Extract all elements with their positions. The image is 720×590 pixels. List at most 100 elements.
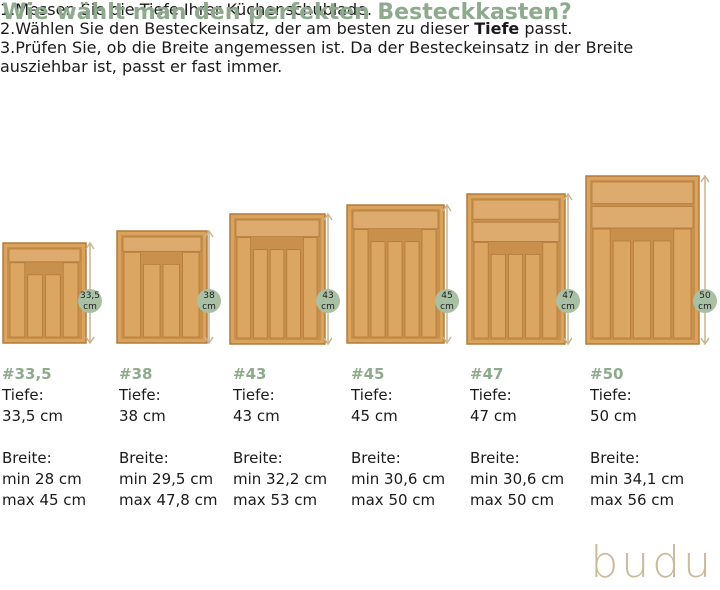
depth-label: Tiefe: bbox=[470, 386, 512, 404]
step-text-part: Wählen Sie den Besteckeinsatz, der am be… bbox=[15, 19, 475, 38]
step: 3.Prüfen Sie, ob die Breite angemessen i… bbox=[0, 38, 720, 76]
badge-unit: cm bbox=[321, 302, 335, 312]
product-code: #38 bbox=[119, 365, 153, 383]
drawer-slot bbox=[404, 241, 420, 338]
drawer-slot bbox=[473, 241, 489, 339]
brand: budu bbox=[590, 537, 714, 588]
drawer-slot bbox=[507, 253, 523, 339]
drawer-slot bbox=[286, 249, 301, 339]
step-text: Messen Sie die Tiefe Ihrer Küchenschubla… bbox=[15, 0, 372, 19]
drawer-compartment bbox=[472, 199, 560, 220]
drawer-slot bbox=[490, 253, 506, 339]
step-number: 3. bbox=[0, 38, 16, 57]
depth-label: Tiefe: bbox=[233, 386, 275, 404]
depth-value: 38 cm bbox=[119, 407, 166, 425]
depth-label: Tiefe: bbox=[351, 386, 393, 404]
depth-label: Tiefe: bbox=[119, 386, 161, 404]
width-min: min 28 cm bbox=[2, 470, 82, 488]
drawer-slot bbox=[542, 241, 558, 339]
drawer-slot bbox=[62, 262, 79, 338]
width-min: min 30,6 cm bbox=[470, 470, 565, 488]
depth-value: 43 cm bbox=[233, 407, 280, 425]
drawer-compartment bbox=[8, 248, 81, 263]
drawer-compartment bbox=[122, 236, 202, 252]
badge-unit: cm bbox=[698, 302, 712, 312]
depth-badge bbox=[197, 289, 221, 313]
drawer-slot bbox=[269, 249, 285, 339]
drawer-slot bbox=[162, 263, 180, 338]
arrow-head bbox=[442, 203, 452, 345]
drawer-compartment bbox=[591, 206, 694, 229]
drawer-slot bbox=[525, 253, 541, 339]
drawer-slot bbox=[421, 229, 437, 338]
badge-unit: cm bbox=[561, 302, 575, 312]
drawer-slot bbox=[123, 251, 141, 338]
arrow-head bbox=[563, 192, 573, 346]
product-code: #33,5 bbox=[2, 365, 52, 383]
product-column: #50 Tiefe: 50 cm Breite: min 34,1 cm max 56 c… bbox=[590, 364, 684, 511]
badge-unit: cm bbox=[440, 302, 454, 312]
product-code: #47 bbox=[470, 365, 504, 383]
depth-badge bbox=[316, 289, 340, 313]
depth-label: Tiefe: bbox=[2, 386, 44, 404]
product-column: #43 Tiefe: 43 cm Breite: min 32,2 cm max 53 c… bbox=[233, 364, 327, 511]
step-text-part: Messen Sie die Tiefe Ihrer Küchenschubla… bbox=[15, 0, 373, 19]
drawer-slot bbox=[253, 249, 268, 339]
drawer-slot bbox=[45, 274, 61, 338]
drawer-slot bbox=[302, 237, 318, 339]
drawer-compartment bbox=[352, 210, 439, 230]
depth-value: 47 cm bbox=[470, 407, 517, 425]
drawer-slot bbox=[353, 229, 369, 338]
width-max: max 45 cm bbox=[2, 491, 87, 509]
arrow-head bbox=[700, 174, 710, 346]
product-column: #33,5 Tiefe: 33,5 cm Breite: min 28 cm max 45… bbox=[2, 364, 86, 511]
drawer-slot bbox=[370, 241, 386, 338]
arrow-head bbox=[323, 212, 333, 346]
badge-unit: cm bbox=[202, 302, 216, 312]
badge-value: 43 bbox=[322, 291, 333, 301]
width-max: max 47,8 cm bbox=[119, 491, 218, 509]
product-column: #38 Tiefe: 38 cm Breite: min 29,5 cm max 47,8… bbox=[119, 364, 217, 511]
product-code: #45 bbox=[351, 365, 385, 383]
width-max: max 56 cm bbox=[590, 491, 675, 509]
width-label: Breite: bbox=[119, 449, 169, 467]
width-label: Breite: bbox=[233, 449, 283, 467]
arrow-head bbox=[85, 241, 95, 345]
width-min: min 32,2 cm bbox=[233, 470, 328, 488]
depth-value: 50 cm bbox=[590, 407, 637, 425]
step-text: Wählen Sie den Besteckeinsatz, der am be… bbox=[15, 19, 572, 38]
badge-value: 50 bbox=[699, 291, 711, 301]
width-label: Breite: bbox=[470, 449, 520, 467]
depth-badge bbox=[78, 289, 102, 313]
drawer-compartment bbox=[235, 219, 320, 238]
step-text-part: Prüfen Sie, ob die Breite angemessen ist… bbox=[0, 38, 634, 76]
arrow-head bbox=[204, 229, 214, 345]
drawer-slot bbox=[27, 274, 43, 338]
width-min: min 29,5 cm bbox=[119, 470, 214, 488]
depth-value: 45 cm bbox=[351, 407, 398, 425]
width-min: min 30,6 cm bbox=[351, 470, 446, 488]
badge-value: 38 bbox=[203, 291, 215, 301]
step-number: 2. bbox=[0, 19, 16, 38]
steps: 1.Messen Sie die Tiefe Ihrer Küchenschub… bbox=[0, 0, 720, 76]
step-number: 1. bbox=[0, 0, 16, 19]
depth-badge bbox=[435, 289, 459, 313]
width-label: Breite: bbox=[351, 449, 401, 467]
step: 2.Wählen Sie den Besteckeinsatz, der am … bbox=[0, 19, 720, 38]
drawer-slot bbox=[143, 263, 161, 338]
drawer-slot bbox=[9, 262, 26, 338]
step-text: Prüfen Sie, ob die Breite angemessen ist… bbox=[0, 38, 633, 76]
drawer-slot bbox=[592, 228, 611, 339]
badge-value: 45 bbox=[441, 291, 452, 301]
depth-label: Tiefe: bbox=[590, 386, 632, 404]
step-emphasis: Tiefe bbox=[474, 19, 520, 38]
depth-badge bbox=[693, 289, 717, 313]
width-label: Breite: bbox=[2, 449, 52, 467]
drawer-slot bbox=[653, 240, 672, 339]
product-column: #45 Tiefe: 45 cm Breite: min 30,6 cm max 50 c… bbox=[351, 364, 445, 511]
depth-value: 33,5 cm bbox=[2, 407, 64, 425]
drawer-slot bbox=[182, 251, 200, 338]
drawer-slot bbox=[612, 240, 631, 339]
